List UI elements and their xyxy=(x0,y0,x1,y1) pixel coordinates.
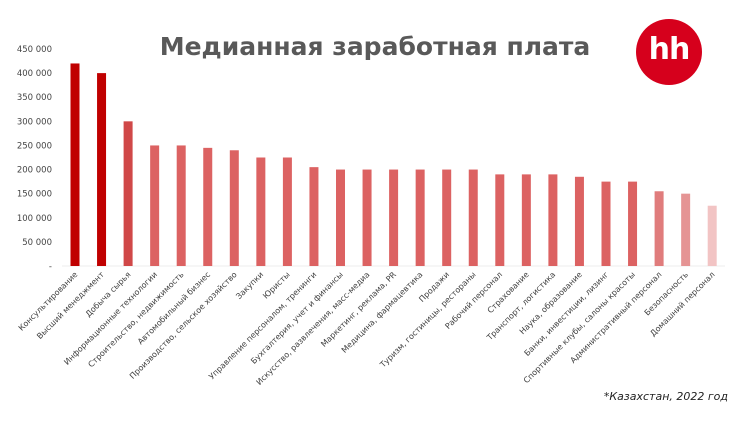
logo-text: hh xyxy=(648,32,691,67)
hh-logo: hh xyxy=(636,19,702,85)
bar xyxy=(442,169,452,266)
bar xyxy=(548,174,558,266)
bar xyxy=(256,157,266,266)
bar xyxy=(362,169,372,266)
y-tick-label: 450 000 xyxy=(17,45,52,55)
y-tick-label: 250 000 xyxy=(17,141,52,151)
bar xyxy=(229,150,239,266)
bar xyxy=(97,73,107,266)
bar xyxy=(389,169,399,266)
bar xyxy=(707,205,717,266)
y-tick-label: 400 000 xyxy=(17,69,52,79)
footnote: *Казахстан, 2022 год xyxy=(603,390,728,403)
y-tick-label: 100 000 xyxy=(17,214,52,224)
bar xyxy=(601,181,611,266)
bar xyxy=(681,193,691,266)
x-tick-label: Закупки xyxy=(234,270,265,301)
bar xyxy=(628,181,638,266)
y-tick-label: - xyxy=(49,262,52,272)
bar xyxy=(521,174,531,266)
bar xyxy=(336,169,345,266)
chart-title: Медианная заработная плата xyxy=(159,32,591,61)
x-tick-label: Строительство, недвижимость xyxy=(86,270,185,369)
y-tick-label: 350 000 xyxy=(17,93,52,103)
bar xyxy=(574,176,584,266)
bar xyxy=(468,169,478,266)
y-tick-label: 50 000 xyxy=(22,238,52,248)
y-tick-label: 200 000 xyxy=(17,166,52,176)
y-tick-label: 300 000 xyxy=(17,117,52,127)
bar xyxy=(654,191,664,266)
bar xyxy=(495,174,505,266)
bar xyxy=(309,167,319,266)
x-tick-label: Туризм, гостиницы, рестораны xyxy=(378,270,478,370)
bar xyxy=(203,147,213,266)
bar xyxy=(150,145,160,266)
bar xyxy=(123,121,133,266)
bar xyxy=(70,63,80,266)
bar xyxy=(176,145,186,266)
bar xyxy=(415,169,425,266)
y-tick-label: 150 000 xyxy=(17,190,52,200)
bar xyxy=(282,157,292,266)
